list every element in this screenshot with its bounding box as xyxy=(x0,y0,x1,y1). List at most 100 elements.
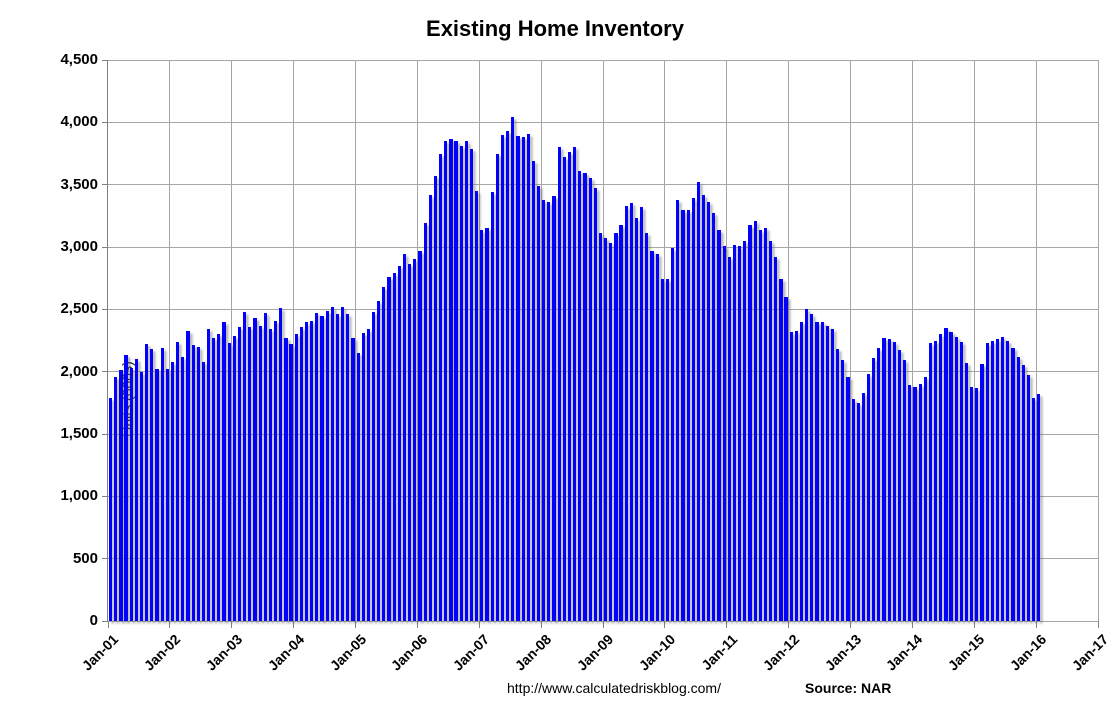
inventory-bar xyxy=(866,374,871,621)
inventory-bar xyxy=(495,153,499,621)
inventory-bar xyxy=(284,338,288,621)
y-axis-tick xyxy=(102,558,108,560)
inventory-bar xyxy=(944,328,948,621)
inventory-bar xyxy=(186,330,190,621)
inventory-bar xyxy=(722,245,726,621)
x-axis-tick xyxy=(540,621,542,628)
inventory-bar xyxy=(578,170,582,621)
x-axis-tick xyxy=(107,621,109,628)
x-axis-tick xyxy=(1035,621,1037,628)
inventory-bar xyxy=(129,367,133,621)
y-axis-tick xyxy=(102,433,108,435)
inventory-bar xyxy=(444,141,448,621)
inventory-bar xyxy=(583,173,587,621)
inventory-bar xyxy=(439,153,443,621)
inventory-bar xyxy=(511,117,515,621)
inventory-bar xyxy=(526,134,530,621)
x-gridline xyxy=(602,60,604,621)
inventory-bar xyxy=(995,339,1000,621)
inventory-bar xyxy=(1001,336,1005,621)
footer-source-label: Source: NAR xyxy=(805,680,892,696)
inventory-bar xyxy=(253,318,257,621)
inventory-bar xyxy=(351,338,355,621)
inventory-bar xyxy=(557,147,561,621)
inventory-bar xyxy=(887,339,891,621)
inventory-bar xyxy=(851,399,855,621)
inventory-bar xyxy=(604,238,608,621)
inventory-bar xyxy=(928,342,933,621)
inventory-bar xyxy=(624,205,628,621)
inventory-bar xyxy=(485,228,489,621)
inventory-bar xyxy=(243,311,247,621)
x-axis-tick xyxy=(231,621,233,628)
inventory-bar xyxy=(299,326,303,621)
inventory-bar xyxy=(1037,394,1041,621)
inventory-bar xyxy=(567,152,572,621)
inventory-bar xyxy=(614,233,618,621)
y-axis-tick xyxy=(102,620,108,622)
y-axis-tick-label: 500 xyxy=(72,549,98,567)
inventory-bar xyxy=(727,256,731,621)
x-gridline xyxy=(169,60,171,621)
inventory-bar xyxy=(377,300,381,621)
inventory-bar xyxy=(908,385,912,621)
inventory-bar xyxy=(248,326,252,621)
inventory-bar xyxy=(392,273,396,621)
x-axis-tick xyxy=(1097,621,1099,628)
inventory-bar xyxy=(449,138,453,621)
inventory-bar xyxy=(913,386,917,621)
x-axis-tick xyxy=(355,621,356,628)
inventory-bar xyxy=(609,243,613,621)
inventory-bar xyxy=(959,341,963,621)
inventory-bar xyxy=(645,233,649,621)
inventory-bar xyxy=(1011,347,1015,621)
inventory-bar xyxy=(660,279,664,621)
inventory-bar xyxy=(779,279,783,621)
inventory-bar xyxy=(356,352,360,621)
inventory-bar xyxy=(882,338,886,621)
inventory-bar xyxy=(263,313,267,621)
inventory-bar xyxy=(547,202,551,621)
inventory-bar xyxy=(676,199,680,621)
y-axis-tick xyxy=(102,495,108,497)
inventory-bar xyxy=(181,356,185,621)
inventory-bar xyxy=(206,329,211,621)
x-axis-tick xyxy=(911,621,913,628)
plot-area: Units (000s) 05001,0001,5002,0002,5003,0… xyxy=(60,51,1110,674)
inventory-bar xyxy=(423,223,427,621)
inventory-bar xyxy=(970,386,974,621)
inventory-bar xyxy=(784,296,788,621)
inventory-bar xyxy=(397,265,401,621)
y-axis-tick-label: 3,500 xyxy=(60,175,98,193)
inventory-bar xyxy=(717,229,721,621)
inventory-bar xyxy=(593,188,597,621)
inventory-bar xyxy=(325,310,329,621)
y-axis-tick-label: 1,500 xyxy=(60,425,98,442)
inventory-bar xyxy=(681,209,685,621)
inventory-bar xyxy=(934,340,938,621)
x-axis-tick xyxy=(788,621,790,628)
inventory-bar xyxy=(408,264,412,621)
chart-title: Existing Home Inventory xyxy=(426,16,684,41)
inventory-bar xyxy=(712,213,716,621)
inventory-bar xyxy=(789,331,793,621)
inventory-bar xyxy=(799,321,804,621)
inventory-bar xyxy=(413,259,417,621)
inventory-bar xyxy=(758,229,762,621)
inventory-bar xyxy=(237,326,242,621)
inventory-bar xyxy=(201,361,205,621)
y-axis-tick-label: 3,000 xyxy=(60,238,98,255)
inventory-bar xyxy=(418,250,422,621)
inventory-bar xyxy=(227,342,231,621)
inventory-bar xyxy=(217,334,221,621)
inventory-bar xyxy=(387,276,391,621)
inventory-bar xyxy=(170,361,175,621)
inventory-bar xyxy=(212,338,216,621)
inventory-bar xyxy=(903,360,907,621)
inventory-bar xyxy=(475,190,479,621)
x-gridline xyxy=(664,60,666,621)
inventory-bar xyxy=(748,224,752,621)
inventory-bar xyxy=(763,228,768,621)
inventory-bar xyxy=(124,355,128,621)
